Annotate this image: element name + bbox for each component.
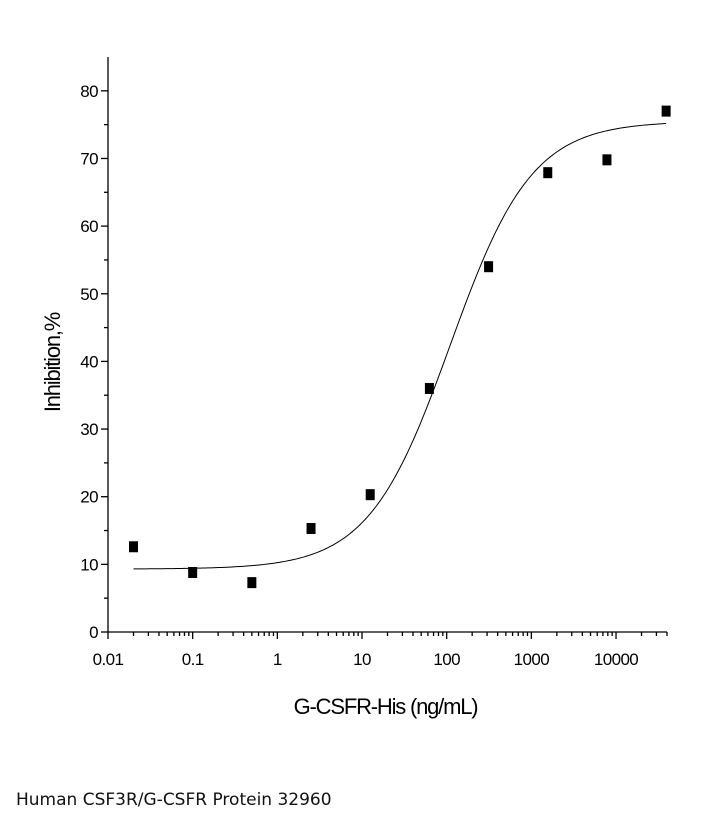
y-axis-title: Inhibition,% bbox=[40, 312, 65, 412]
x-tick-label: 0.01 bbox=[93, 650, 124, 669]
data-point bbox=[602, 154, 612, 166]
y-tick-label: 0 bbox=[89, 623, 98, 642]
x-tick-label: 100 bbox=[433, 650, 460, 669]
figure-caption: Human CSF3R/G-CSFR Protein 32960 bbox=[16, 790, 332, 810]
y-tick-label: 10 bbox=[80, 555, 98, 574]
data-point bbox=[128, 541, 138, 553]
x-tick-label: 10000 bbox=[594, 650, 638, 669]
data-point bbox=[543, 167, 553, 179]
x-axis: 0.01 0.1 1 10 100 1000 10000 bbox=[93, 631, 668, 669]
y-tick-label: 30 bbox=[80, 420, 98, 439]
data-point bbox=[247, 577, 257, 589]
x-tick-label: 10 bbox=[353, 650, 371, 669]
data-point bbox=[365, 489, 375, 501]
data-points bbox=[128, 105, 671, 589]
x-tick-label: 1000 bbox=[514, 650, 550, 669]
x-tick-label: 0.1 bbox=[182, 650, 204, 669]
y-tick-label: 20 bbox=[80, 488, 98, 507]
x-axis-title: G-CSFR-His (ng/mL) bbox=[294, 694, 478, 719]
y-tick-label: 70 bbox=[80, 149, 98, 168]
data-point bbox=[661, 105, 671, 117]
y-tick-label: 60 bbox=[80, 217, 98, 236]
data-point bbox=[306, 523, 316, 534]
y-tick-label: 40 bbox=[80, 352, 98, 371]
y-axis: 0 10 20 30 40 50 60 70 80 bbox=[80, 57, 109, 642]
data-point bbox=[484, 261, 494, 273]
y-tick-label: 80 bbox=[80, 82, 98, 101]
fit-curve bbox=[133, 123, 667, 570]
data-point bbox=[424, 382, 434, 394]
y-tick-label: 50 bbox=[80, 285, 98, 304]
data-point bbox=[188, 566, 198, 578]
x-tick-label: 1 bbox=[273, 650, 282, 669]
chart: 0 10 20 30 40 50 60 70 80 0.01 0.1 1 10 100 1000 10000… bbox=[40, 57, 671, 719]
